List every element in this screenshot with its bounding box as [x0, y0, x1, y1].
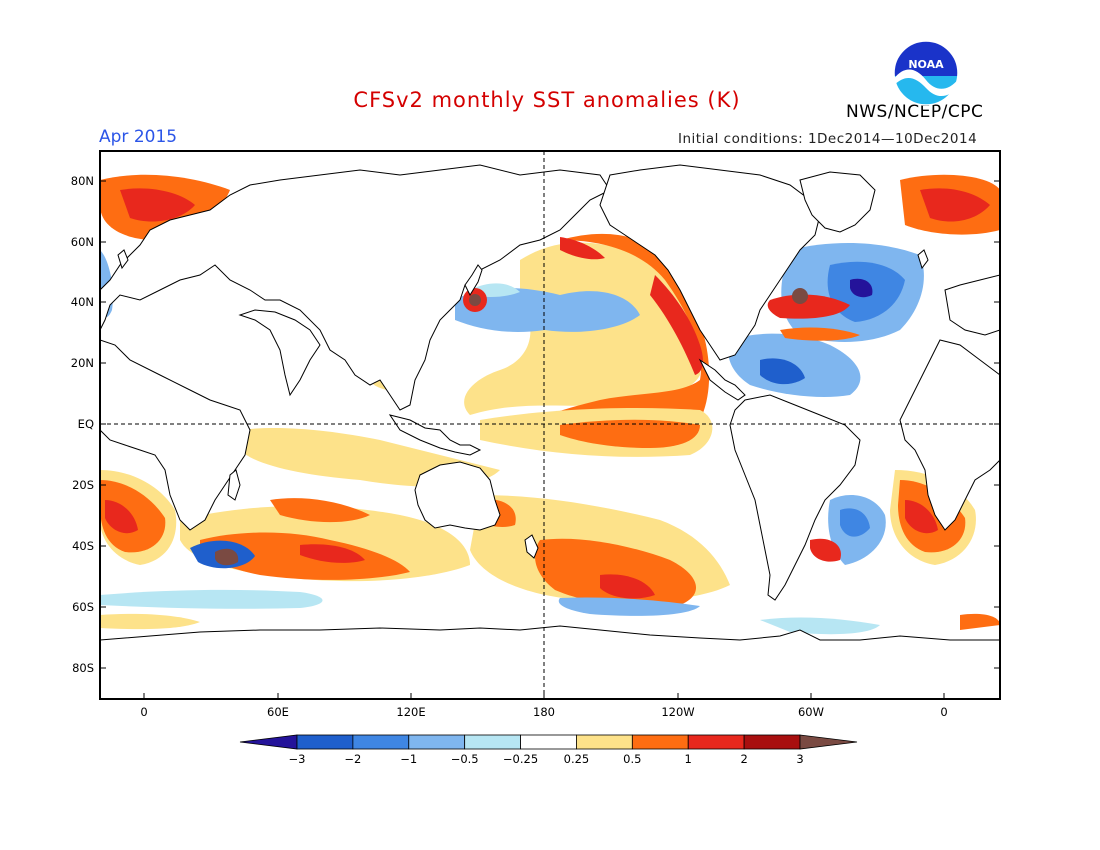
colorbar-label: −3: [289, 752, 306, 766]
colorbar-label: 1: [685, 752, 692, 766]
lon-label: 120W: [661, 705, 694, 719]
coastlines: [100, 164, 1000, 699]
colorbar-swatch: [352, 734, 410, 750]
lat-label: 40N: [71, 295, 94, 309]
colorbar: [239, 734, 858, 750]
noaa-logo: NOAA: [893, 40, 959, 106]
lat-label: EQ: [78, 417, 94, 431]
lat-label: 60N: [71, 235, 94, 249]
colorbar-label: −2: [344, 752, 361, 766]
colorbar-label: 0.25: [564, 752, 590, 766]
colorbar-label: −0.5: [451, 752, 479, 766]
lon-label: 0: [940, 705, 947, 719]
colorbar-label: 0.5: [623, 752, 641, 766]
colorbar-labels: −3 −2 −1 −0.5 −0.25 0.25 0.5 1 2 3: [289, 752, 804, 766]
lon-label: 180: [533, 705, 555, 719]
colorbar-label: −1: [400, 752, 417, 766]
colorbar-min-arrow: [239, 734, 298, 750]
chart-title: CFSv2 monthly SST anomalies (K): [353, 88, 741, 112]
initial-conditions-label: Initial conditions: 1Dec2014—10Dec2014: [678, 131, 978, 147]
lat-tick-labels: 80N 60N 40N 20N EQ 20S 40S 60S 80S: [71, 174, 94, 675]
lat-label: 20N: [71, 356, 94, 370]
agency-label: NWS/NCEP/CPC: [846, 102, 984, 122]
lon-label: 60W: [798, 705, 824, 719]
lon-label: 120E: [396, 705, 425, 719]
colorbar-label: 3: [796, 752, 803, 766]
lat-label: 80S: [72, 661, 94, 675]
map-frame: [99, 150, 1001, 700]
colorbar-swatch: [296, 734, 354, 750]
colorbar-label: −0.25: [503, 752, 538, 766]
forecast-month-label: Apr 2015: [99, 127, 178, 147]
lon-axis: [143, 693, 945, 699]
colorbar-label: 2: [740, 752, 747, 766]
svg-text:NOAA: NOAA: [908, 58, 944, 71]
lon-label: 0: [140, 705, 147, 719]
colorbar-swatch: [520, 734, 577, 750]
colorbar-swatch: [631, 734, 689, 750]
colorbar-swatch: [464, 734, 521, 750]
lon-label: 60E: [267, 705, 289, 719]
lat-label: 60S: [72, 600, 94, 614]
lat-label: 40S: [72, 539, 94, 553]
colorbar-max-arrow: [799, 734, 858, 750]
lat-axis: [100, 180, 1000, 669]
colorbar-swatch: [687, 734, 745, 750]
colorbar-swatch: [743, 734, 801, 750]
colorbar-swatch: [576, 734, 633, 750]
lat-label: 80N: [71, 174, 94, 188]
lon-tick-labels: 0 60E 120E 180 120W 60W 0: [140, 705, 947, 719]
colorbar-swatch: [408, 734, 466, 750]
lat-label: 20S: [72, 478, 94, 492]
